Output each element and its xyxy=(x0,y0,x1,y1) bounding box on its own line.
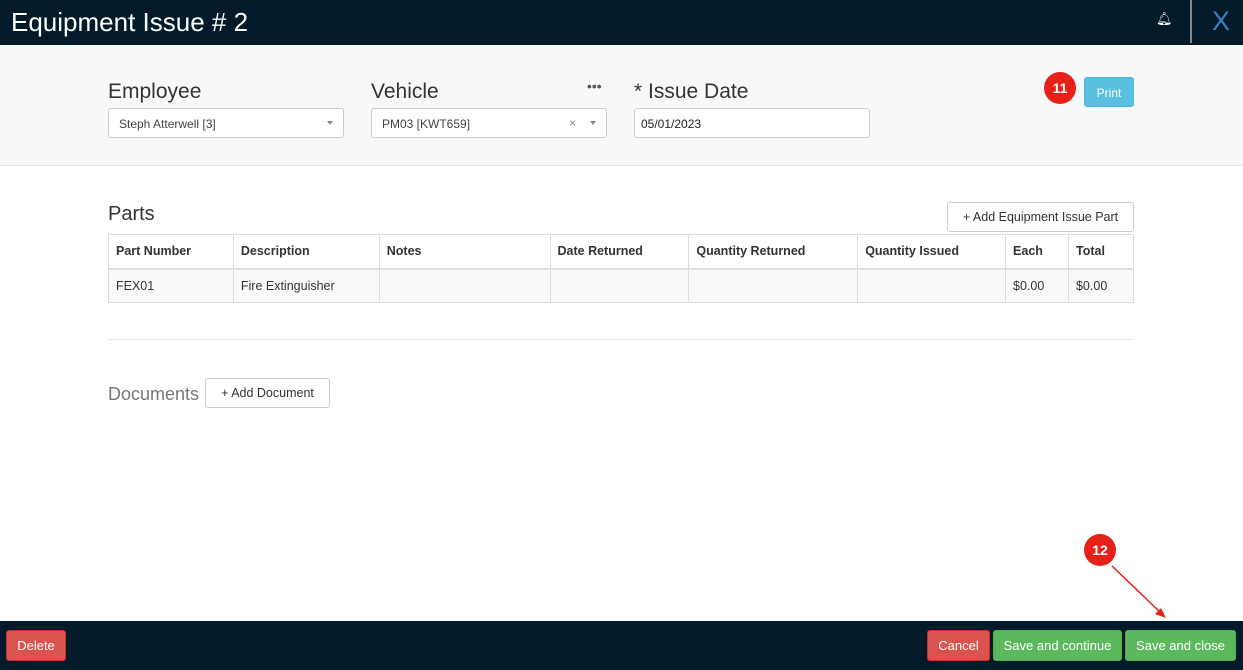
employee-value: Steph Atterwell [3] xyxy=(119,117,216,131)
clear-icon[interactable]: × xyxy=(568,116,576,130)
employee-label: Employee xyxy=(108,80,202,103)
save-and-close-button[interactable]: Save and close xyxy=(1125,630,1236,661)
print-button[interactable]: Print xyxy=(1084,77,1134,107)
cell-quantity-returned xyxy=(688,268,859,303)
cell-date-returned xyxy=(549,268,690,303)
save-and-continue-button[interactable]: Save and continue xyxy=(993,630,1122,661)
col-each[interactable]: Each xyxy=(1005,234,1069,270)
col-description[interactable]: Description xyxy=(232,234,380,270)
chevron-down-icon xyxy=(590,121,596,128)
add-equipment-issue-part-button[interactable]: + Add Equipment Issue Part xyxy=(947,202,1134,232)
cell-total: $0.00 xyxy=(1067,268,1135,303)
cell-each: $0.00 xyxy=(1005,268,1069,303)
header-bar: Equipment Issue # 2 🔔︎ X xyxy=(0,0,1243,45)
table-row[interactable]: FEX01 Fire Extinguisher $0.00 $0.00 xyxy=(108,268,1135,303)
add-document-button[interactable]: + Add Document xyxy=(205,378,330,408)
page-title: Equipment Issue # 2 xyxy=(11,7,249,37)
more-icon[interactable]: ••• xyxy=(587,78,602,94)
cell-quantity-issued xyxy=(857,268,1007,303)
table-header-row: Part Number Description Notes Date Retur… xyxy=(108,234,1135,270)
chevron-down-icon xyxy=(327,121,333,128)
parts-table: Part Number Description Notes Date Retur… xyxy=(108,234,1135,303)
cancel-button[interactable]: Cancel xyxy=(927,630,990,661)
documents-title: Documents xyxy=(108,384,200,404)
cell-notes xyxy=(378,268,551,303)
cell-description: Fire Extinguisher xyxy=(232,268,380,303)
delete-button[interactable]: Delete xyxy=(6,630,66,661)
annotation-badge: 12 xyxy=(1084,534,1116,566)
issue-date-label: * Issue Date xyxy=(634,80,749,103)
annotation-arrow xyxy=(1111,565,1166,618)
col-notes[interactable]: Notes xyxy=(378,234,551,270)
close-button[interactable]: X xyxy=(1212,6,1231,36)
col-total[interactable]: Total xyxy=(1067,234,1135,270)
bell-icon[interactable]: 🔔︎ xyxy=(1156,11,1173,26)
parts-title: Parts xyxy=(108,203,155,225)
vehicle-label: Vehicle xyxy=(371,80,439,103)
vehicle-value: PM03 [KWT659] xyxy=(382,117,471,131)
divider xyxy=(1190,0,1192,43)
footer-bar: Delete Cancel Save and continue Save and… xyxy=(0,621,1243,670)
form-section: Employee Steph Atterwell [3] Vehicle •••… xyxy=(0,46,1243,166)
col-date-returned[interactable]: Date Returned xyxy=(549,234,690,270)
vehicle-select[interactable]: PM03 [KWT659] × xyxy=(371,108,607,138)
col-quantity-returned[interactable]: Quantity Returned xyxy=(688,234,859,270)
col-part-number[interactable]: Part Number xyxy=(108,234,234,270)
cell-part-number: FEX01 xyxy=(108,268,234,303)
col-quantity-issued[interactable]: Quantity Issued xyxy=(857,234,1007,270)
employee-select[interactable]: Steph Atterwell [3] xyxy=(108,108,344,138)
annotation-badge: 11 xyxy=(1044,72,1076,104)
issue-date-input[interactable]: 05/01/2023 xyxy=(634,108,870,138)
divider xyxy=(108,339,1134,340)
